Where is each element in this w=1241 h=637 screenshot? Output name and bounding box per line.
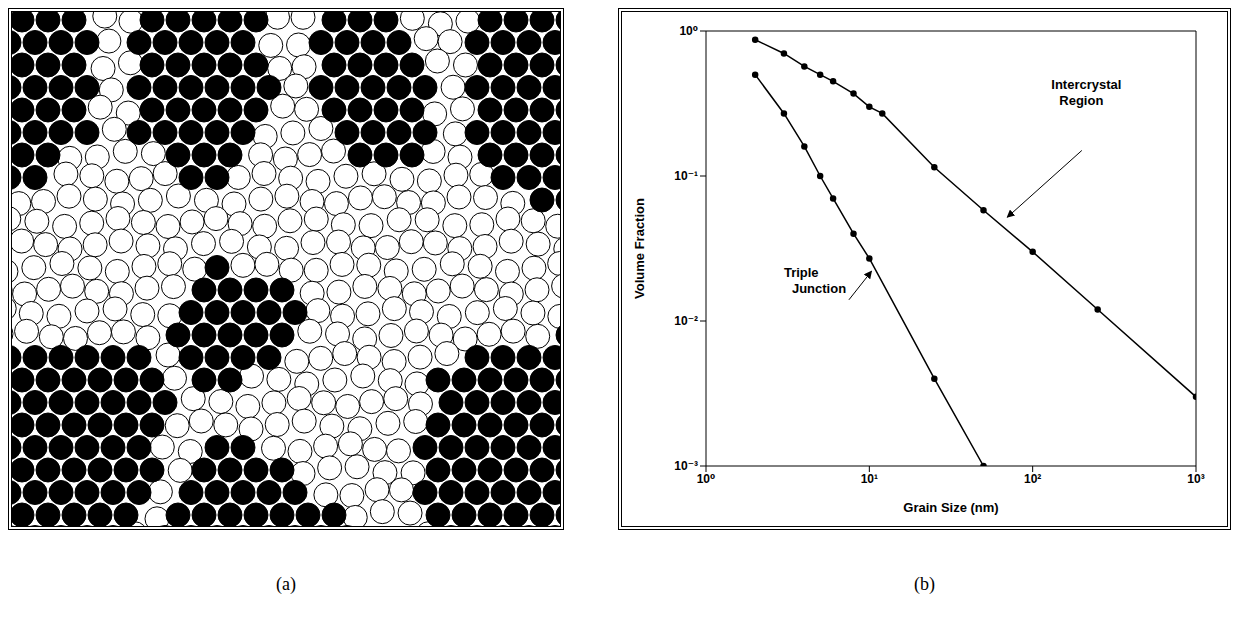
html-text:(b): (b): [914, 574, 935, 594]
svg-text:10⁰: 10⁰: [679, 24, 698, 38]
svg-text:10⁻¹: 10⁻¹: [674, 169, 698, 183]
svg-text:Volume Fraction: Volume Fraction: [632, 198, 647, 299]
svg-text:10²: 10²: [1024, 472, 1041, 486]
svg-text:10⁻²: 10⁻²: [674, 314, 698, 328]
svg-text:10⁰: 10⁰: [697, 472, 716, 486]
svg-text:10⁻³: 10⁻³: [674, 459, 698, 473]
svg-text:10³: 10³: [1187, 472, 1204, 486]
svg-text:TripleJunction: TripleJunction: [784, 265, 846, 296]
svg-text:Grain Size (nm): Grain Size (nm): [903, 500, 998, 515]
html-text:(a): (a): [276, 574, 296, 594]
svg-text:IntercrystalRegion: IntercrystalRegion: [1051, 77, 1121, 108]
svg-text:10¹: 10¹: [861, 472, 878, 486]
